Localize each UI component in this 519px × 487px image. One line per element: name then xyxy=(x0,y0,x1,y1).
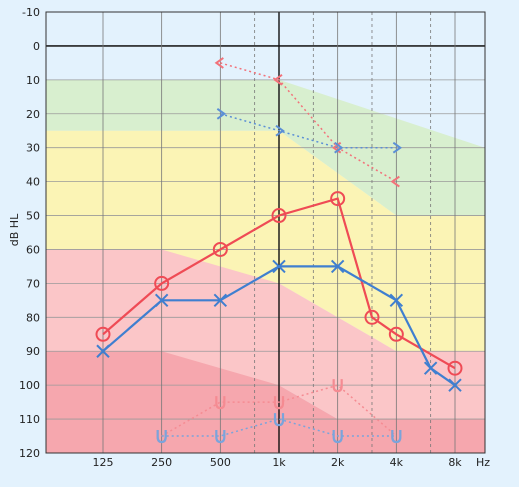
u-marker xyxy=(156,430,167,444)
y-tick-label: 30 xyxy=(26,142,40,155)
x-tick-label: 2k xyxy=(331,456,345,469)
u-marker xyxy=(215,430,226,444)
plot-frame xyxy=(45,11,486,454)
y-tick-label: 50 xyxy=(26,210,40,223)
grid-lines xyxy=(45,11,486,454)
x-tick-label: 4k xyxy=(390,456,404,469)
less-than-marker xyxy=(214,57,224,69)
series-5 xyxy=(156,413,402,444)
band-2 xyxy=(46,249,485,420)
hearing-range-bands xyxy=(46,12,485,453)
x-axis-ticks: 125 250 500 1k 2k 4k 8k xyxy=(93,456,463,469)
y-tick-label: 10 xyxy=(26,74,40,87)
y-tick-label: 120 xyxy=(19,447,40,460)
x-marker xyxy=(423,361,438,375)
x-tick-label: 500 xyxy=(210,456,231,469)
series-3 xyxy=(216,107,403,154)
y-tick-label: 40 xyxy=(26,176,40,189)
band-3 xyxy=(46,351,485,453)
circle-marker xyxy=(364,309,380,325)
x-marker xyxy=(272,259,286,274)
less-than-marker xyxy=(390,175,400,188)
y-tick-label: 90 xyxy=(26,345,40,358)
x-tick-label: 8k xyxy=(448,456,462,469)
x-marker xyxy=(389,293,404,308)
x-tick-label: 1k xyxy=(272,456,286,469)
series-line xyxy=(102,197,456,370)
greater-than-marker xyxy=(392,141,403,154)
series-line xyxy=(102,265,456,387)
circle-marker xyxy=(447,360,463,376)
u-marker xyxy=(332,379,343,393)
greater-than-marker xyxy=(334,141,344,154)
y-tick-label: 0 xyxy=(33,40,40,53)
greater-than-marker xyxy=(275,124,285,137)
y-tick-label: 60 xyxy=(26,243,40,256)
u-marker xyxy=(273,413,285,427)
x-marker xyxy=(154,293,169,308)
y-axis-label: dB HL xyxy=(8,213,21,246)
y-tick-label: 20 xyxy=(26,108,40,121)
circle-marker xyxy=(154,275,170,291)
u-marker xyxy=(332,430,343,444)
less-than-marker xyxy=(273,74,283,86)
y-axis-ticks: -10 0 10 20 30 40 50 60 70 80 90 100 110 120 xyxy=(19,6,40,460)
series-line xyxy=(220,113,397,149)
u-marker xyxy=(391,430,402,444)
series-0 xyxy=(95,191,463,376)
x-marker xyxy=(448,378,462,392)
series-1 xyxy=(96,259,462,392)
series-line xyxy=(161,418,397,437)
audiogram-series xyxy=(95,57,463,444)
band-1 xyxy=(46,130,485,352)
greater-than-marker xyxy=(216,107,227,120)
series-line xyxy=(161,384,397,437)
x-marker xyxy=(96,344,110,358)
series-line xyxy=(220,62,397,183)
u-marker xyxy=(215,396,226,410)
circle-marker xyxy=(388,326,404,342)
x-tick-label: 250 xyxy=(151,456,172,469)
u-marker xyxy=(273,396,285,410)
y-tick-label: -10 xyxy=(22,6,40,19)
x-marker xyxy=(330,259,345,274)
x-tick-label: 125 xyxy=(93,456,114,469)
circle-marker xyxy=(271,208,287,224)
y-tick-label: 100 xyxy=(19,379,40,392)
x-axis-unit: Hz xyxy=(476,456,490,469)
circle-marker xyxy=(95,326,111,342)
circle-marker xyxy=(212,241,228,257)
y-tick-label: 70 xyxy=(26,277,40,290)
circle-marker xyxy=(330,191,346,207)
x-marker xyxy=(213,293,228,308)
y-tick-label: 110 xyxy=(19,413,40,426)
y-tick-label: 80 xyxy=(26,311,40,324)
